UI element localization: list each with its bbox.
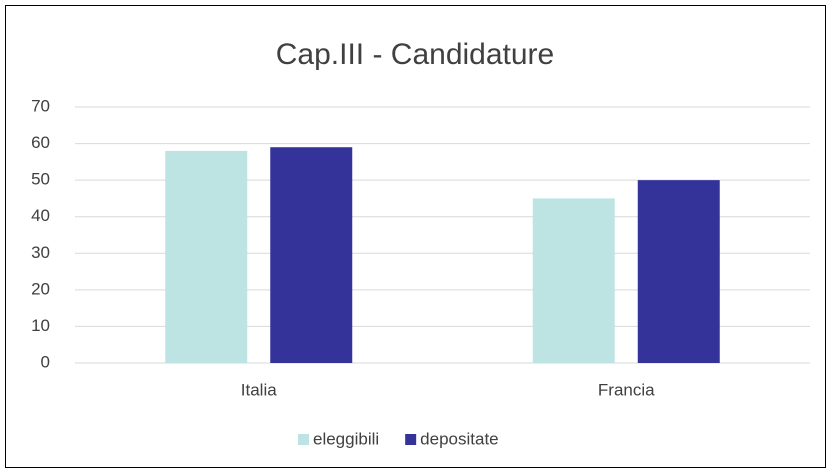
x-tick-label: Francia — [598, 380, 655, 399]
legend-label: eleggibili — [313, 429, 379, 448]
y-tick-label: 10 — [31, 316, 50, 335]
chart-title: Cap.III - Candidature — [276, 38, 554, 71]
y-tick-label: 70 — [31, 96, 50, 115]
y-tick-label: 30 — [31, 243, 50, 262]
legend-swatch — [298, 434, 309, 445]
y-tick-label: 40 — [31, 206, 50, 225]
bar — [165, 150, 248, 363]
y-tick-label: 0 — [41, 352, 50, 371]
bar — [532, 198, 615, 363]
legend-label: depositate — [420, 429, 498, 448]
legend-swatch — [405, 434, 417, 445]
y-tick-label: 60 — [31, 133, 50, 152]
bar — [637, 180, 720, 363]
y-tick-label: 20 — [31, 279, 50, 298]
x-tick-label: Italia — [241, 380, 277, 399]
y-tick-label: 50 — [31, 170, 50, 189]
bar — [270, 147, 353, 363]
